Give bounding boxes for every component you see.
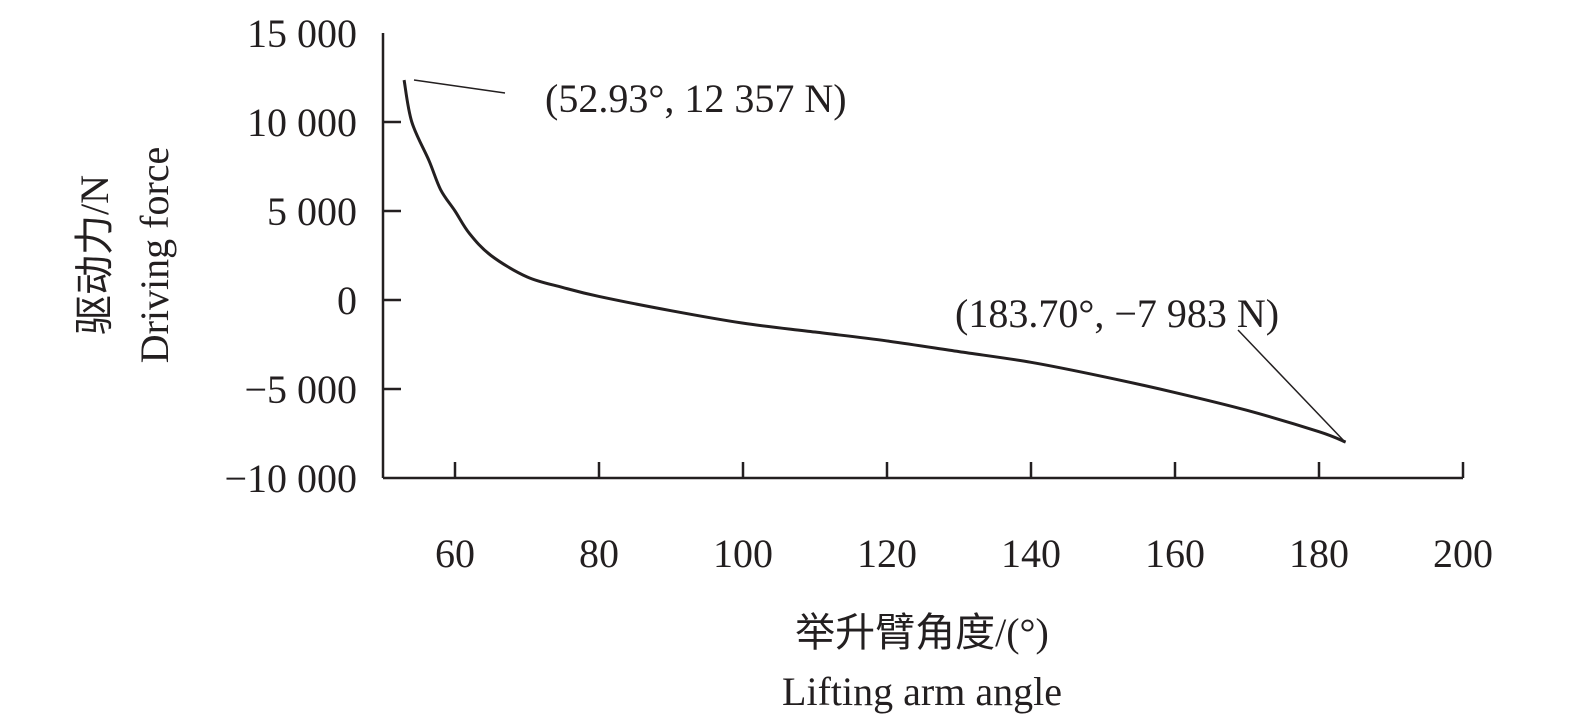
y-tick-label: −5 000 (244, 367, 357, 412)
annotation-start: (52.93°, 12 357 N) (545, 76, 847, 121)
y-axis-ticks: 15 000 10 000 5 000 0 −5 000 −10 000 (224, 11, 401, 501)
y-tick-label: 5 000 (267, 189, 357, 234)
y-tick-label: −10 000 (224, 456, 357, 501)
annotation-leader-end (1237, 329, 1346, 443)
x-tick-label: 140 (1001, 531, 1061, 576)
y-tick-label: 10 000 (247, 100, 357, 145)
x-axis-ticks: 60 80 100 120 140 160 180 200 (435, 462, 1493, 576)
x-tick-label: 80 (579, 531, 619, 576)
x-tick-label: 160 (1145, 531, 1205, 576)
y-tick-label: 0 (337, 278, 357, 323)
x-tick-label: 180 (1289, 531, 1349, 576)
x-axis-title-cn: 举升臂角度/(°) (795, 610, 1049, 655)
x-axis-title-en: Lifting arm angle (782, 669, 1062, 714)
annotation-end: (183.70°, −7 983 N) (955, 291, 1279, 336)
x-tick-label: 100 (713, 531, 773, 576)
y-tick-label: 15 000 (247, 11, 357, 56)
x-tick-label: 60 (435, 531, 475, 576)
x-tick-label: 120 (857, 531, 917, 576)
driving-force-curve (402, 79, 1347, 444)
x-tick-label: 200 (1433, 531, 1493, 576)
annotation-leader-start (413, 79, 506, 94)
y-axis-title-cn: 驱动力/N (72, 175, 117, 335)
y-axis-title-en: Driving force (132, 147, 177, 364)
